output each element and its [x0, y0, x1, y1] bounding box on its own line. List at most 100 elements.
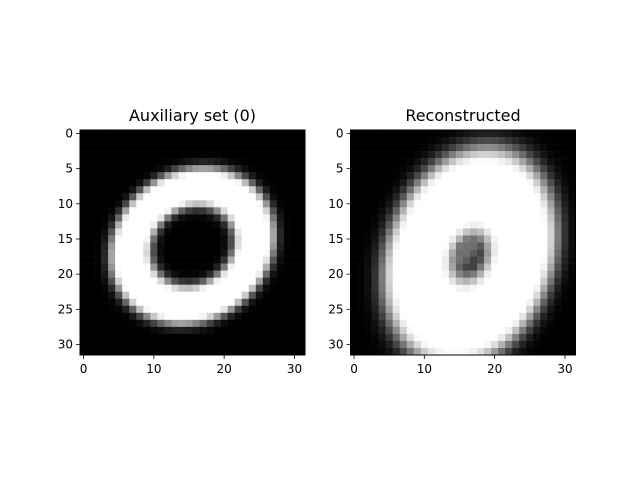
image-pixel [470, 186, 478, 194]
image-pixel [526, 200, 534, 208]
image-pixel [206, 214, 214, 222]
image-pixel [297, 172, 306, 180]
image-pixel [378, 284, 386, 293]
image-pixel [434, 179, 443, 187]
image-pixel [455, 228, 464, 236]
image-pixel [101, 151, 109, 159]
image-pixel [122, 347, 130, 356]
image-pixel [406, 270, 415, 278]
image-pixel [357, 291, 365, 300]
image-pixel [241, 270, 250, 278]
image-pixel [94, 144, 102, 152]
image-pixel [399, 256, 408, 264]
image-pixel [241, 137, 250, 145]
image-pixel [470, 284, 478, 293]
image-pixel [420, 277, 429, 285]
image-pixel [484, 249, 492, 257]
image-pixel [262, 333, 271, 342]
x-tick-label: 0 [80, 362, 88, 376]
image-pixel [406, 263, 415, 271]
image-pixel [87, 144, 95, 152]
image-pixel [283, 207, 292, 215]
image-pixel [378, 347, 386, 356]
image-pixel [276, 214, 285, 222]
image-pixel [276, 130, 285, 138]
image-pixel [350, 319, 358, 328]
image-pixel [297, 158, 306, 166]
image-pixel [554, 172, 562, 180]
image-pixel [505, 298, 513, 307]
image-pixel [364, 242, 372, 250]
image-pixel [519, 179, 527, 187]
image-pixel [512, 228, 520, 236]
image-pixel [434, 298, 443, 307]
image-pixel [413, 151, 422, 159]
image-pixel [448, 151, 457, 159]
image-pixel [290, 221, 299, 229]
image-pixel [80, 235, 88, 243]
image-pixel [526, 256, 534, 264]
image-pixel [241, 333, 250, 342]
image-pixel [171, 235, 179, 243]
image-pixel [115, 326, 123, 335]
image-pixel [357, 263, 365, 271]
image-pixel [101, 214, 109, 222]
image-pixel [484, 256, 492, 264]
image-pixel [129, 186, 137, 194]
image-pixel [150, 347, 158, 356]
image-pixel [378, 130, 386, 138]
image-pixel [206, 291, 214, 300]
image-pixel [406, 158, 415, 166]
image-pixel [129, 235, 137, 243]
image-pixel [164, 298, 172, 307]
image-pixel [526, 333, 534, 342]
image-pixel [434, 144, 443, 152]
image-pixel [364, 235, 372, 243]
y-tick-label: 25 [58, 302, 73, 316]
image-pixel [283, 130, 292, 138]
image-pixel [406, 326, 415, 335]
image-pixel [378, 242, 386, 250]
image-pixel [157, 130, 165, 138]
image-pixel [255, 137, 264, 145]
image-pixel [171, 270, 179, 278]
image-pixel [470, 214, 478, 222]
image-pixel [136, 214, 144, 222]
image-pixel [512, 333, 520, 342]
image-pixel [357, 347, 365, 356]
image-pixel [420, 235, 429, 243]
image-pixel [526, 214, 534, 222]
image-pixel [185, 340, 193, 349]
image-pixel [371, 333, 379, 342]
image-pixel [290, 298, 299, 307]
image-pixel [463, 137, 471, 145]
image-pixel [434, 291, 443, 300]
image-pixel [505, 256, 513, 264]
image-pixel [484, 130, 492, 138]
image-pixel [276, 172, 285, 180]
image-pixel [227, 347, 235, 356]
image-pixel [413, 298, 422, 307]
image-pixel [505, 228, 513, 236]
image-pixel [406, 256, 415, 264]
image-pixel [434, 326, 443, 335]
image-pixel [413, 333, 422, 342]
image-pixel [399, 165, 408, 173]
image-pixel [206, 158, 214, 166]
image-pixel [297, 326, 306, 335]
image-pixel [399, 312, 408, 321]
image-pixel [498, 319, 506, 328]
image-pixel [178, 172, 186, 180]
image-pixel [241, 298, 250, 307]
image-pixel [192, 298, 200, 307]
image-pixel [206, 179, 214, 187]
image-pixel [171, 284, 179, 293]
image-pixel [385, 235, 393, 243]
image-pixel [164, 277, 172, 285]
image-pixel [87, 214, 95, 222]
image-pixel [484, 291, 492, 300]
image-pixel [498, 340, 506, 349]
image-pixel [122, 228, 130, 236]
image-pixel [101, 333, 109, 342]
image-pixel [554, 179, 562, 187]
